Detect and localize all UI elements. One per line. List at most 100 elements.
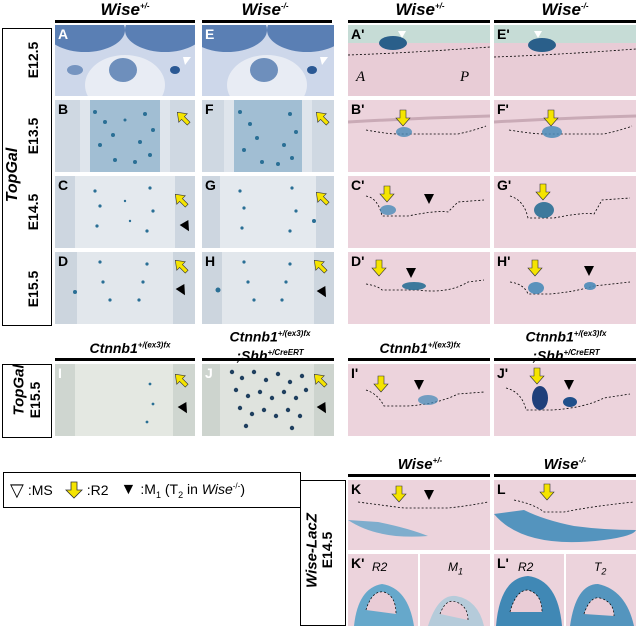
header-wise-het-bottom: Wise+/-: [350, 456, 490, 473]
panel-label: I: [58, 365, 62, 381]
panel-D-prime-image: [348, 252, 490, 324]
header-wise-het-left: Wise+/-: [60, 0, 190, 20]
panel-H-prime: H': [494, 252, 636, 324]
ms-arrowhead: [398, 31, 406, 38]
header-bar: [494, 358, 636, 361]
panel-B-prime-image: [348, 100, 490, 172]
panel-G: G: [202, 176, 334, 248]
m1-arrowhead: [316, 402, 326, 414]
panel-I: I: [55, 364, 195, 436]
m1-arrowhead: [424, 490, 434, 500]
m1-arrowhead: [564, 380, 574, 390]
header-wise-het-right: Wise+/-: [350, 0, 490, 20]
inset-label-m1-sub: 1: [458, 566, 464, 577]
panel-K-image: [348, 480, 490, 550]
row-label-box-topgal: [2, 28, 52, 326]
m1-arrowhead: [175, 284, 185, 296]
header-sup: +/(ex3)fx: [573, 329, 607, 338]
anterior-label: A: [356, 69, 366, 85]
r2-arrow: [391, 485, 407, 503]
panel-D: D: [55, 252, 195, 324]
panel-label: B: [58, 101, 69, 117]
header-sup: -/-: [280, 1, 289, 11]
panel-D-image: [55, 252, 195, 324]
legend-m1-paren: (T: [160, 480, 179, 497]
panel-B-prime: B': [348, 100, 490, 172]
header-bar: [494, 474, 636, 477]
panel-label: C: [58, 177, 69, 193]
panel-label: D': [351, 253, 365, 269]
r2-arrow: [313, 259, 328, 274]
m1-arrowhead: [414, 380, 424, 390]
panel-F-prime: F': [494, 100, 636, 172]
legend-m1-wise: Wise: [201, 480, 233, 497]
panel-F-image: [202, 100, 334, 172]
panel-C-image: [55, 176, 195, 248]
panel-A-image: [55, 25, 195, 96]
m1-arrowhead: [177, 402, 187, 414]
header-sup: +/-: [139, 1, 150, 11]
panel-label: K': [351, 555, 365, 571]
posterior-label: P: [460, 69, 470, 85]
panel-label: G': [497, 177, 512, 193]
m1-arrowhead: [179, 220, 189, 232]
row-label-e155: E15.5: [25, 270, 41, 308]
header-sup: +/CreERT: [563, 347, 600, 357]
header-bar: [202, 20, 332, 23]
panel-H-image: [202, 252, 334, 324]
legend-r2-arrow-icon: [64, 481, 83, 499]
r2-arrow: [174, 373, 189, 388]
r2-arrow: [371, 259, 387, 277]
panel-F-prime-image: [494, 100, 636, 172]
header-sup: -/-: [578, 456, 587, 465]
row-label-topgal-2: TopGal: [10, 364, 28, 416]
panel-label: E: [205, 26, 215, 42]
header-bar: [494, 20, 636, 23]
ms-arrowhead: [320, 57, 328, 65]
t2-arrowhead: [316, 286, 326, 298]
panel-label: H: [205, 253, 216, 269]
legend-m1-sub: 1: [155, 489, 161, 500]
panel-label: I': [351, 365, 359, 381]
panel-C: C: [55, 176, 195, 248]
panel-label: D: [58, 253, 69, 269]
legend-m1-symbol: ▼: [120, 481, 137, 498]
panel-A: A: [55, 25, 195, 96]
panel-L-prime-image: [494, 554, 636, 626]
header-sup: +/-: [434, 1, 445, 11]
legend-m1-paren-sub: 2: [178, 489, 184, 500]
r2-arrow: [379, 185, 395, 203]
m1-arrowhead: [424, 194, 434, 204]
r2-arrow: [313, 373, 328, 388]
row-label-e145-b: E14.5: [319, 531, 335, 569]
r2-arrow: [315, 191, 330, 206]
legend-r2-text: :R2: [86, 482, 109, 498]
row-label-box-topgal-2: [2, 364, 52, 438]
header-text: Wise: [241, 0, 281, 19]
panel-L-image: [494, 480, 636, 550]
header-sup: +/(ex3)fx: [137, 340, 171, 350]
header-bar: [348, 474, 490, 477]
r2-arrow: [395, 109, 411, 127]
r2-arrow: [529, 367, 545, 385]
header-text: Ctnnb1: [229, 328, 278, 345]
panel-J: J: [202, 364, 334, 436]
panel-label: G: [205, 177, 216, 193]
r2-arrow: [543, 109, 559, 127]
legend: ▽ :MS :R2 ▼ :M1 (T2 in Wise-/-): [3, 472, 301, 508]
legend-m1-label: :M: [140, 480, 156, 497]
ms-arrowhead: [534, 31, 542, 38]
panel-C-prime-image: [348, 176, 490, 248]
panel-label: K: [351, 481, 362, 497]
header-ctnnb1-left: Ctnnb1+/(ex3)fx: [60, 340, 200, 356]
ms-arrowhead: [183, 57, 191, 65]
panel-G-prime-image: [494, 176, 636, 248]
inset-label-m1-text: M: [448, 560, 458, 574]
r2-arrow: [527, 259, 543, 277]
header-bar: [55, 358, 195, 361]
panel-label: F': [497, 101, 509, 117]
r2-arrow: [176, 111, 191, 126]
legend-m1-wise-sup: -/-: [232, 480, 241, 490]
header-text: Wise: [397, 456, 433, 473]
panel-J-prime: J': [494, 364, 636, 436]
